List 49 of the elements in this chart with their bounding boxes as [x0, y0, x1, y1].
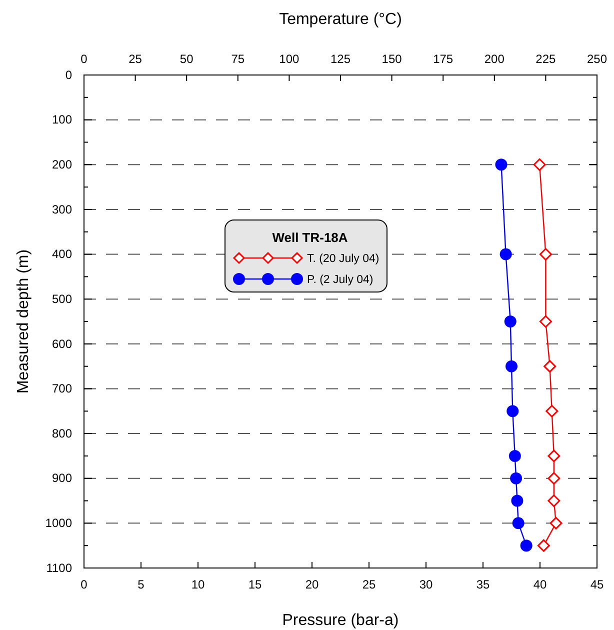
y-tick-label: 100: [52, 112, 72, 127]
point: [506, 405, 519, 418]
x-tick-label: 10: [191, 578, 205, 592]
x2-tick-label: 0: [80, 52, 88, 66]
x2-tick-label: 250: [586, 52, 608, 66]
y-tick-label: 0: [65, 68, 72, 82]
x-tick-label: 20: [305, 578, 319, 592]
x2-tick-label: 175: [433, 52, 454, 66]
y-tick-label: 300: [52, 202, 72, 216]
x2-tick-label: 150: [382, 52, 402, 66]
y-tick-label: 1000: [45, 516, 72, 530]
y-tick-label: 900: [52, 471, 72, 486]
x2-axis-title: Temperature (°C): [279, 11, 402, 28]
x-tick-label: 5: [138, 578, 145, 592]
point: [511, 494, 524, 507]
x-tick-label: 30: [419, 578, 433, 592]
legend-label: T. (20 July 04): [307, 253, 380, 265]
x-tick-label: 40: [533, 578, 547, 592]
x2-tick-label: 25: [128, 52, 142, 66]
y-tick-label: 400: [52, 247, 72, 262]
x-axis-title: Pressure (bar-a): [282, 612, 399, 629]
point: [512, 517, 524, 530]
x-tick-label: 25: [362, 578, 376, 592]
point: [500, 248, 512, 260]
x-tick-label: 0: [80, 578, 88, 592]
x2-tick-label: 225: [536, 52, 556, 66]
x2-tick-label: 50: [180, 52, 194, 66]
legend-label: P. (2 July 04): [307, 274, 374, 286]
point: [495, 158, 508, 171]
y-tick-label: 800: [52, 426, 72, 440]
y-tick-label: 600: [52, 336, 72, 351]
x2-tick-label: 100: [279, 52, 300, 66]
y-tick-label: 1100: [46, 560, 72, 575]
y-tick-label: 500: [52, 292, 72, 306]
x-tick-label: 15: [248, 578, 262, 592]
legend-title: Well TR-18A: [272, 230, 348, 245]
point: [504, 316, 516, 328]
y-tick-label: 200: [52, 157, 72, 172]
x-tick-label: 35: [476, 578, 490, 592]
y-tick-label: 700: [52, 382, 72, 396]
x-tick-label: 45: [590, 578, 604, 592]
x2-tick-label: 200: [484, 52, 505, 66]
point: [508, 450, 521, 462]
x2-tick-label: 75: [231, 52, 245, 66]
point: [520, 540, 532, 552]
point: [506, 360, 518, 372]
y-axis-title: Measured depth (m): [15, 249, 32, 394]
point: [510, 472, 522, 484]
x2-tick-label: 125: [330, 52, 351, 66]
